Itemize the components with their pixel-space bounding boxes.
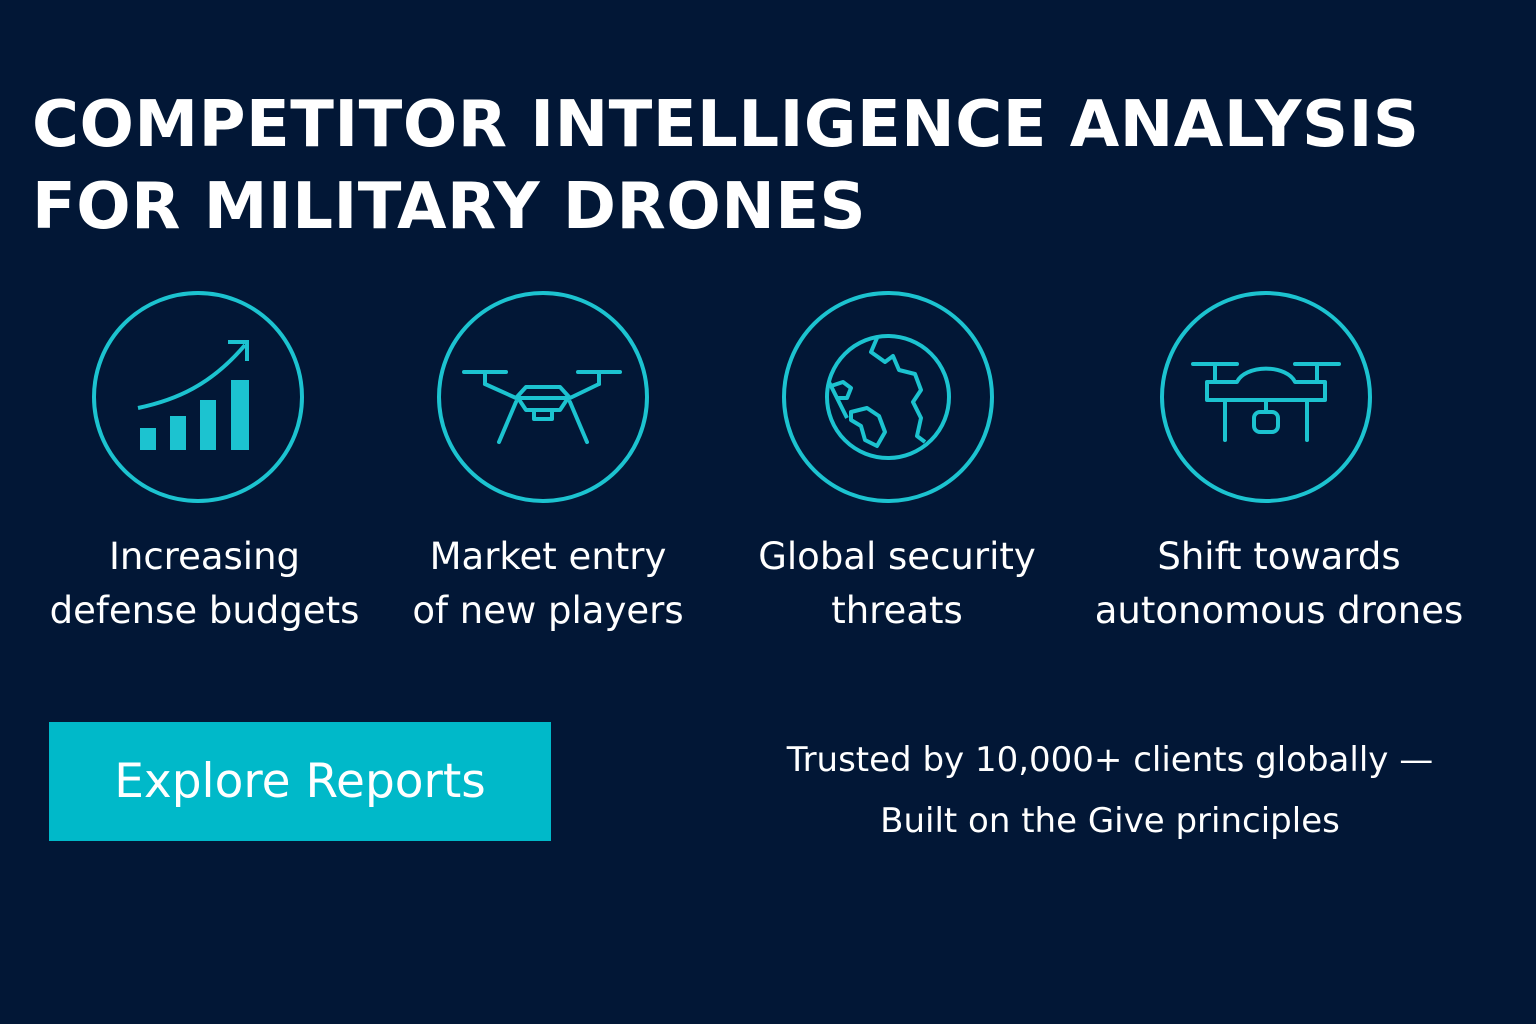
- feature-label-market-entry: Market entry of new players: [412, 535, 684, 632]
- page-title-line-1: COMPETITOR INTELLIGENCE ANALYSIS: [32, 88, 1420, 162]
- page-title-line-2: FOR MILITARY DRONES: [32, 170, 867, 244]
- autonomous-drone-icon: [1159, 290, 1373, 504]
- globe-icon: [781, 290, 995, 504]
- trust-line-2: Built on the Give principles: [880, 801, 1340, 841]
- feature-label-autonomous-drones: Shift towards autonomous drones: [1094, 535, 1464, 632]
- growth-chart-icon: [91, 290, 305, 504]
- trust-statement: Trusted by 10,000+ clients globally — Bu…: [740, 730, 1480, 852]
- feature-label-increasing-budgets: Increasing defense budgets: [49, 535, 360, 632]
- trust-line-1: Trusted by 10,000+ clients globally —: [786, 740, 1434, 780]
- feature-label-security-threats: Global security threats: [758, 535, 1036, 632]
- drone-icon: [436, 290, 650, 504]
- explore-reports-button[interactable]: Explore Reports: [49, 722, 551, 841]
- page-title: COMPETITOR INTELLIGENCE ANALYSIS FOR MIL…: [32, 84, 1492, 248]
